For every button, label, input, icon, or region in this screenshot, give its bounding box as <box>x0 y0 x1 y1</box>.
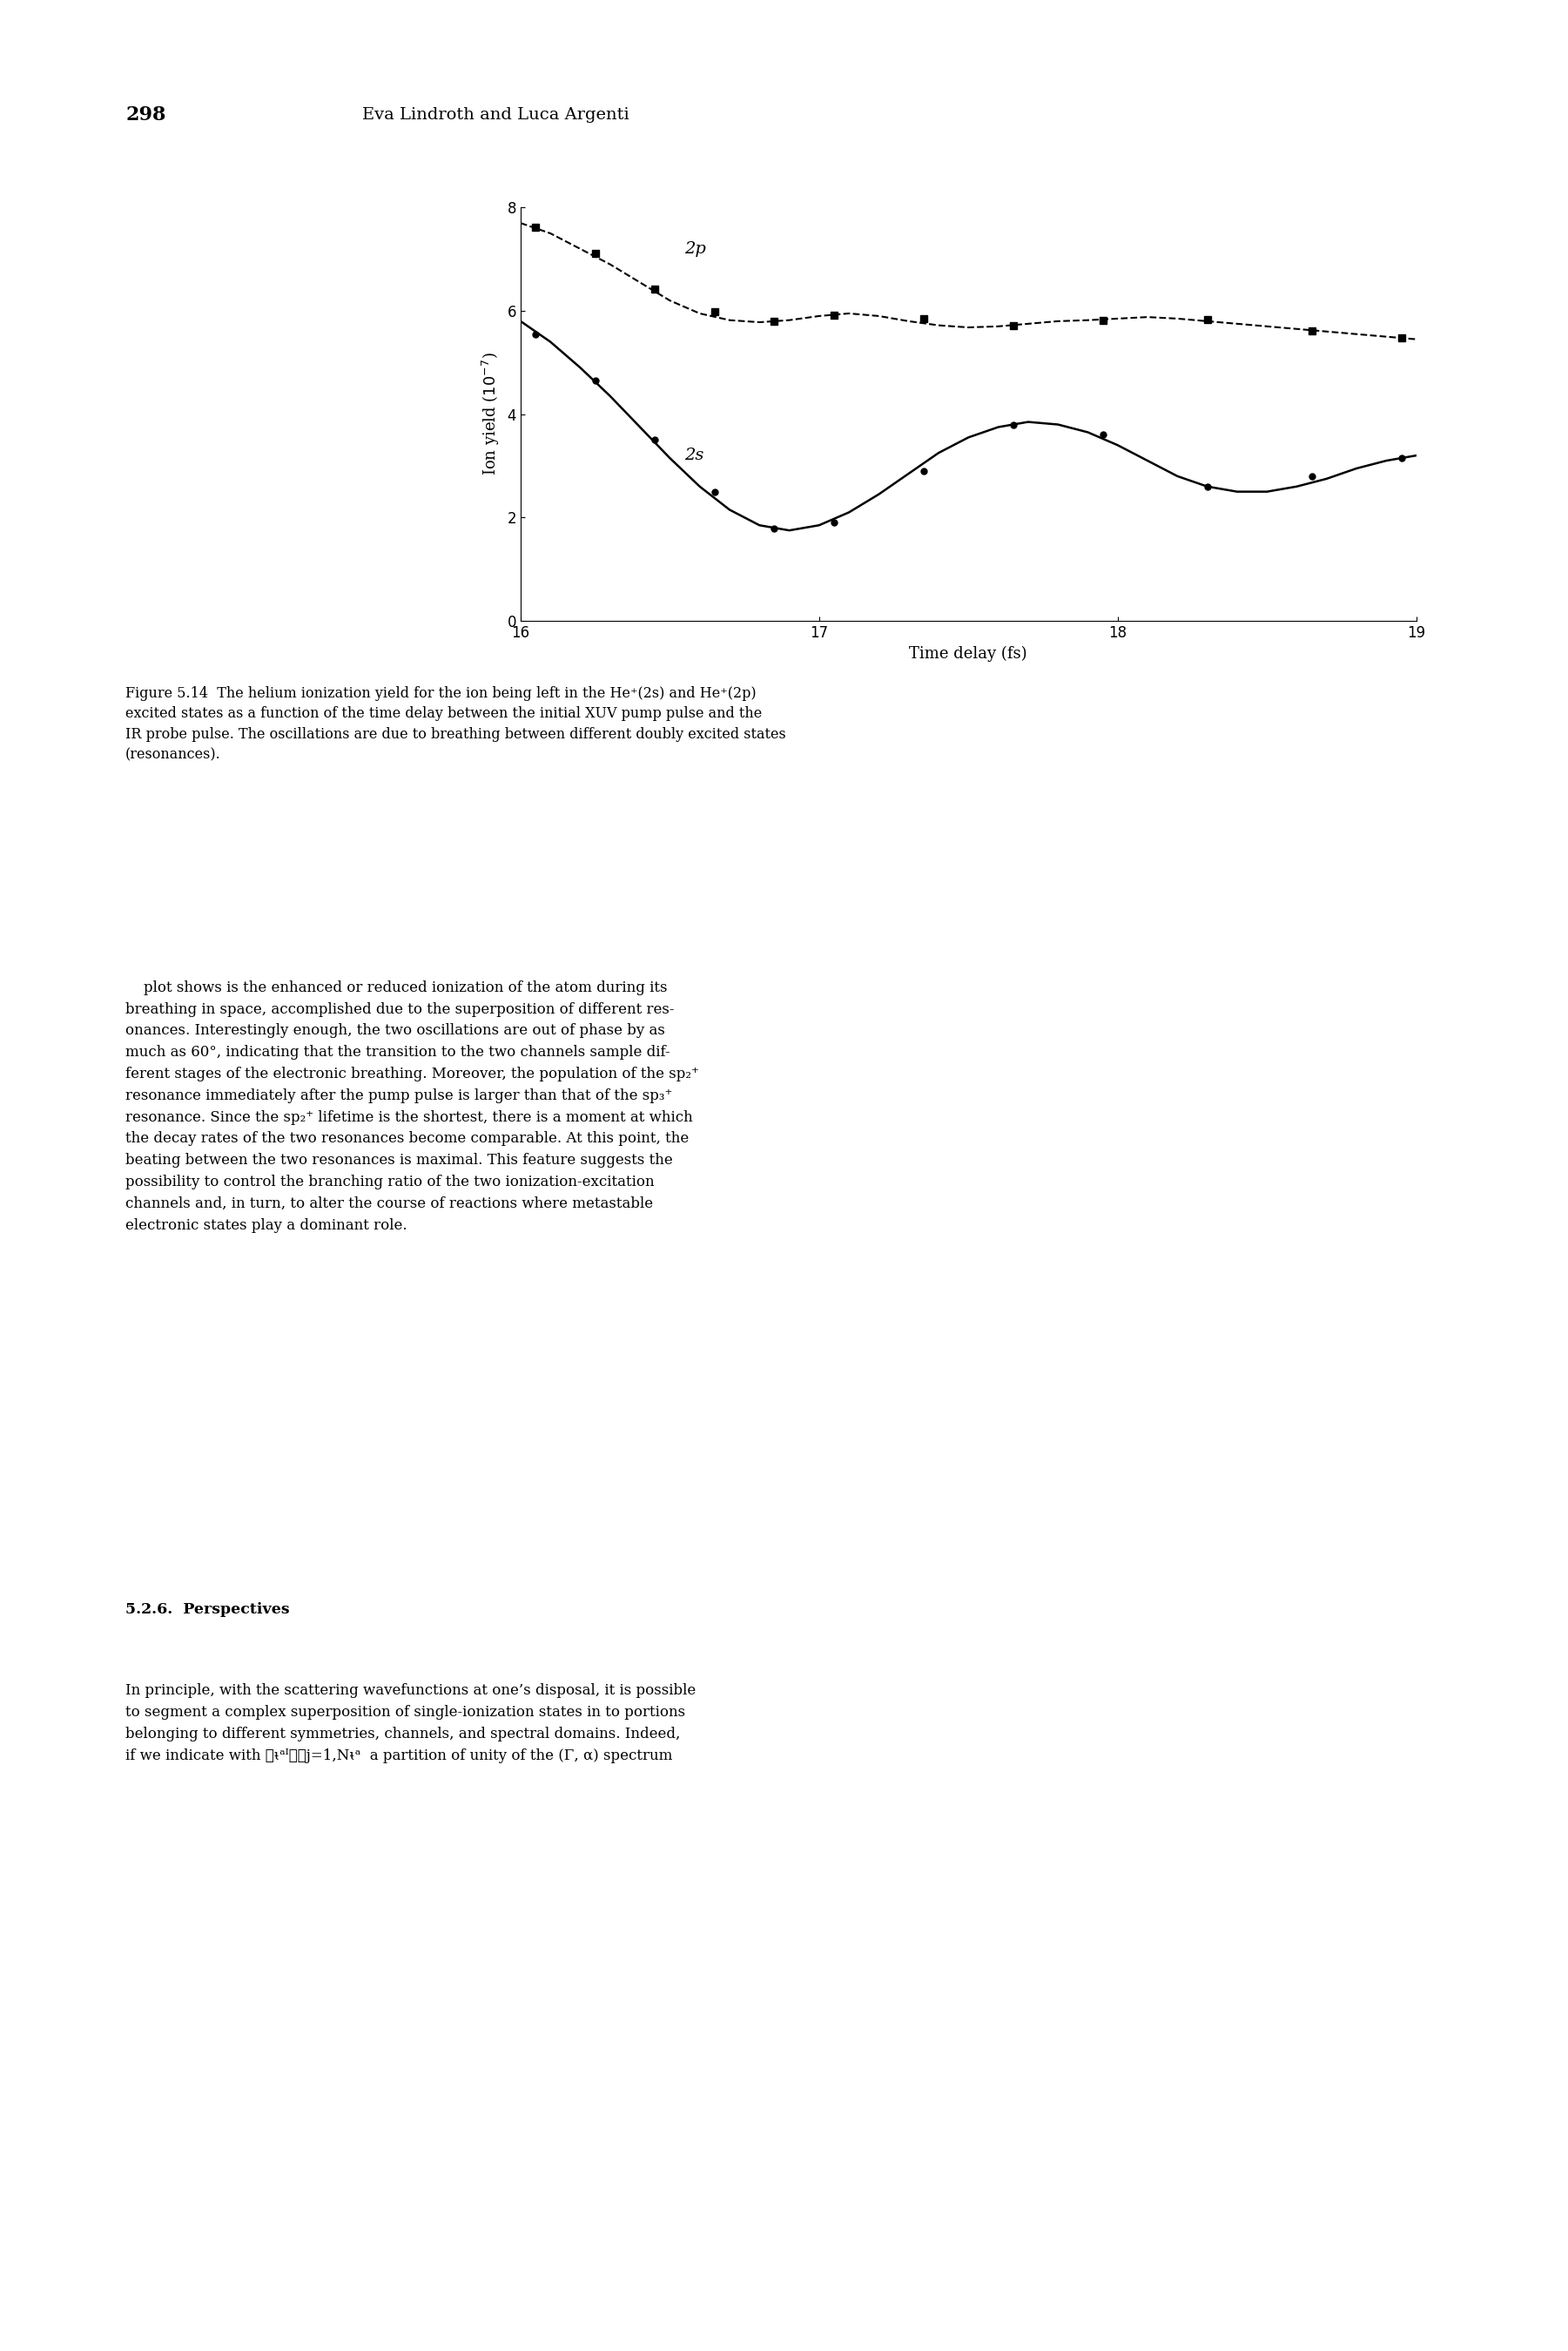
Text: 298: 298 <box>125 106 166 125</box>
Text: plot shows is the enhanced or reduced ionization of the atom during its
breathin: plot shows is the enhanced or reduced io… <box>125 980 699 1232</box>
Text: In principle, with the scattering wavefunctions at one’s disposal, it is possibl: In principle, with the scattering wavefu… <box>125 1683 696 1763</box>
Text: 5.2.6.  Perspectives: 5.2.6. Perspectives <box>125 1601 290 1617</box>
Text: Eva Lindroth and Luca Argenti: Eva Lindroth and Luca Argenti <box>362 106 630 122</box>
Text: Figure 5.14  The helium ionization yield for the ion being left in the He⁺(2s) a: Figure 5.14 The helium ionization yield … <box>125 686 786 762</box>
